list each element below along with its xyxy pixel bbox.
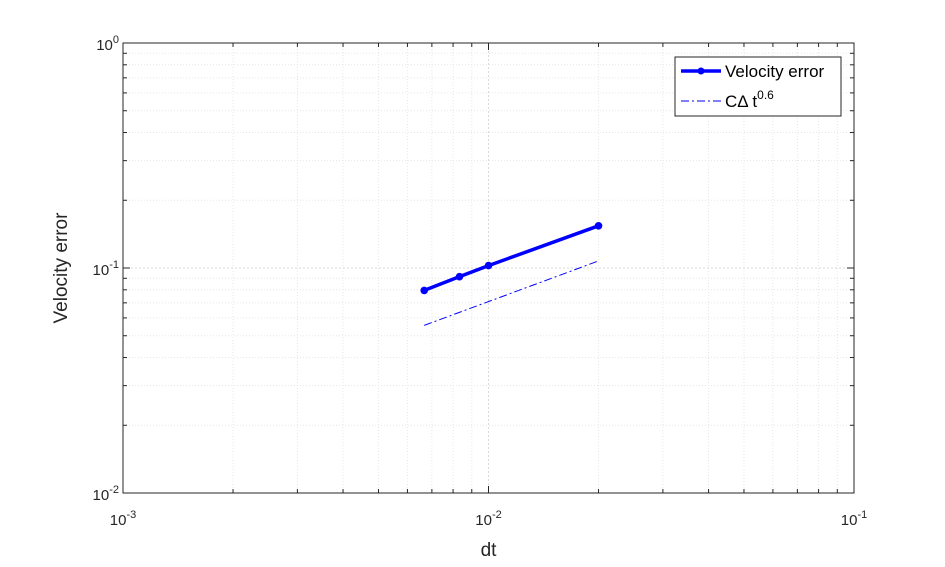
legend-label-fit-exponent: 0.6: [757, 88, 774, 102]
x-tick-label-base: 10: [110, 512, 127, 529]
data-point-velocity-error: [455, 272, 464, 281]
data-point-velocity-error: [420, 286, 429, 295]
y-tick-label-exponent: -2: [109, 484, 119, 496]
series-line-velocity-error: [423, 224, 600, 293]
data-point-velocity-error: [484, 261, 493, 270]
legend: Velocity error CΔ t0.6: [674, 56, 842, 117]
y-tick-label: 10-2: [93, 484, 119, 504]
y-tick-label: 100: [96, 34, 119, 54]
legend-marker-velocity-error: [697, 67, 705, 75]
data-point-velocity-error: [594, 222, 603, 230]
legend-label-fit-main: CΔ t: [725, 92, 757, 111]
x-tick-label-base: 10: [841, 512, 858, 529]
y-tick-label-exponent: -1: [109, 259, 119, 271]
x-axis-label: dt: [481, 540, 498, 561]
y-tick-label-base: 10: [96, 37, 113, 54]
x-tick-label-exponent: -2: [492, 509, 502, 521]
series-line-fit: [424, 260, 599, 326]
legend-box: [674, 56, 842, 117]
y-tick-label-base: 10: [93, 262, 110, 279]
x-tick-label: 10-3: [110, 509, 136, 529]
y-tick-label-exponent: 0: [113, 34, 119, 46]
x-tick-label-exponent: -3: [126, 509, 136, 521]
y-tick-label-base: 10: [93, 487, 110, 504]
plot-frame: [122, 42, 855, 494]
legend-label-velocity-error: Velocity error: [725, 62, 825, 81]
y-axis-label: Velocity error: [51, 212, 72, 324]
x-tick-label-exponent: -1: [857, 509, 867, 521]
series-layer: [420, 222, 603, 326]
x-tick-label-base: 10: [475, 512, 492, 529]
y-tick-label: 10-1: [93, 259, 119, 279]
x-tick-label: 10-1: [841, 509, 867, 529]
x-tick-label: 10-2: [475, 509, 501, 529]
legend-label-fit-line: CΔ t0.6: [725, 88, 774, 111]
